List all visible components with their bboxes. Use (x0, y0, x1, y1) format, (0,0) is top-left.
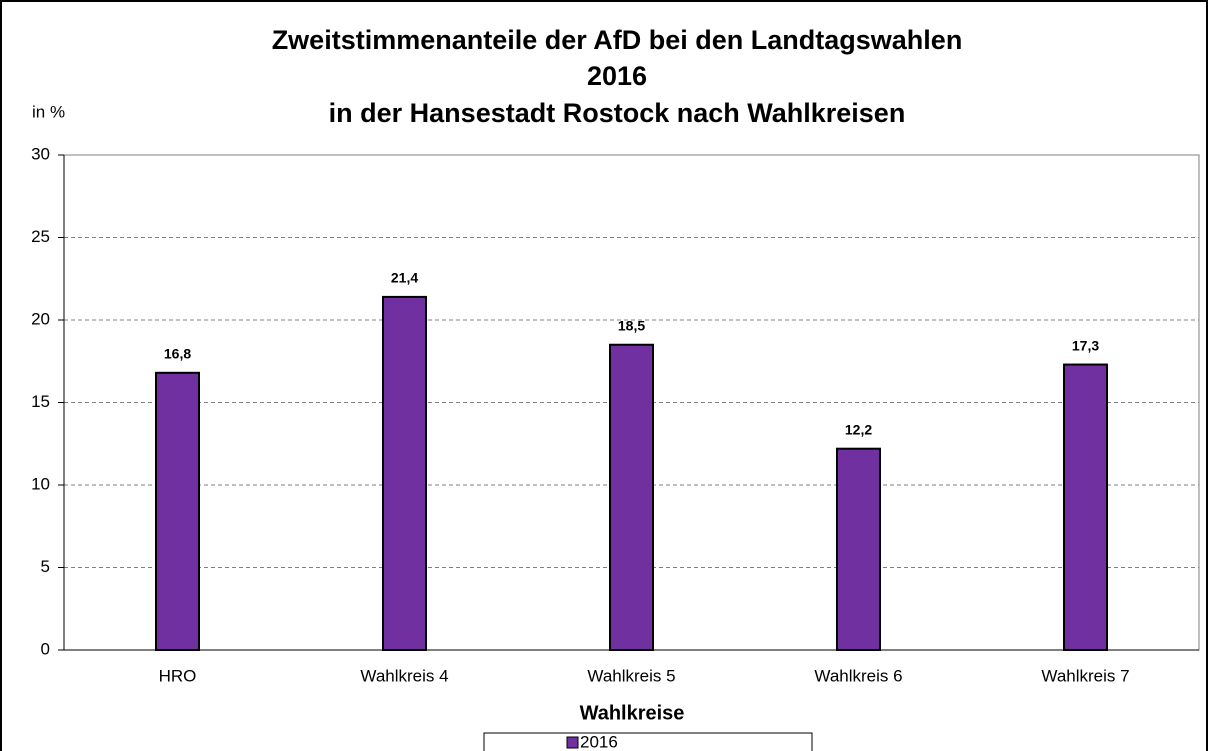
x-tick-label: Wahlkreis 4 (360, 666, 448, 685)
y-tick-label: 5 (41, 557, 50, 576)
bar (836, 447, 881, 652)
y-tick-label: 0 (41, 639, 50, 658)
x-tick-label: Wahlkreis 6 (814, 666, 902, 685)
bar (382, 295, 427, 651)
x-axis-label: Wahlkreise (580, 702, 685, 724)
y-axis-label: in % (32, 102, 65, 121)
x-tick-label: Wahlkreis 5 (587, 666, 675, 685)
y-tick-label: 25 (31, 227, 50, 246)
bar (609, 343, 654, 651)
legend-label: 2016 (580, 732, 618, 751)
data-label: 12,2 (845, 421, 872, 437)
y-tick-label: 10 (31, 474, 50, 493)
bar (155, 371, 200, 651)
chart-title: in der Hansestadt Rostock nach Wahlkreis… (329, 98, 906, 128)
data-label: 17,3 (1072, 337, 1099, 353)
data-label: 16,8 (164, 346, 191, 362)
data-label: 21,4 (391, 270, 418, 286)
chart-title: 2016 (587, 61, 647, 91)
x-tick-label: Wahlkreis 7 (1041, 666, 1129, 685)
y-tick-label: 30 (31, 144, 50, 163)
legend-box (483, 732, 813, 751)
y-tick-label: 15 (31, 392, 50, 411)
y-tick-label: 20 (31, 309, 50, 328)
legend-swatch (566, 736, 579, 749)
chart-title: Zweitstimmenanteile der AfD bei den Land… (272, 25, 963, 55)
bar (1063, 363, 1108, 651)
data-label: 18,5 (618, 317, 645, 333)
x-tick-label: HRO (159, 666, 197, 685)
